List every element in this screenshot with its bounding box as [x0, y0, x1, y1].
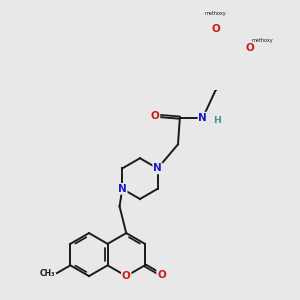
Text: O: O — [122, 271, 130, 281]
Text: methoxy: methoxy — [205, 11, 226, 16]
Text: N: N — [153, 164, 162, 173]
Text: N: N — [199, 112, 207, 123]
Text: O: O — [151, 111, 159, 121]
Text: O: O — [212, 24, 220, 34]
Text: O: O — [157, 270, 166, 280]
Text: CH₃: CH₃ — [40, 268, 56, 278]
Text: methoxy: methoxy — [251, 38, 273, 43]
Text: H: H — [213, 116, 221, 125]
Text: O: O — [245, 43, 254, 53]
Text: N: N — [118, 184, 127, 194]
